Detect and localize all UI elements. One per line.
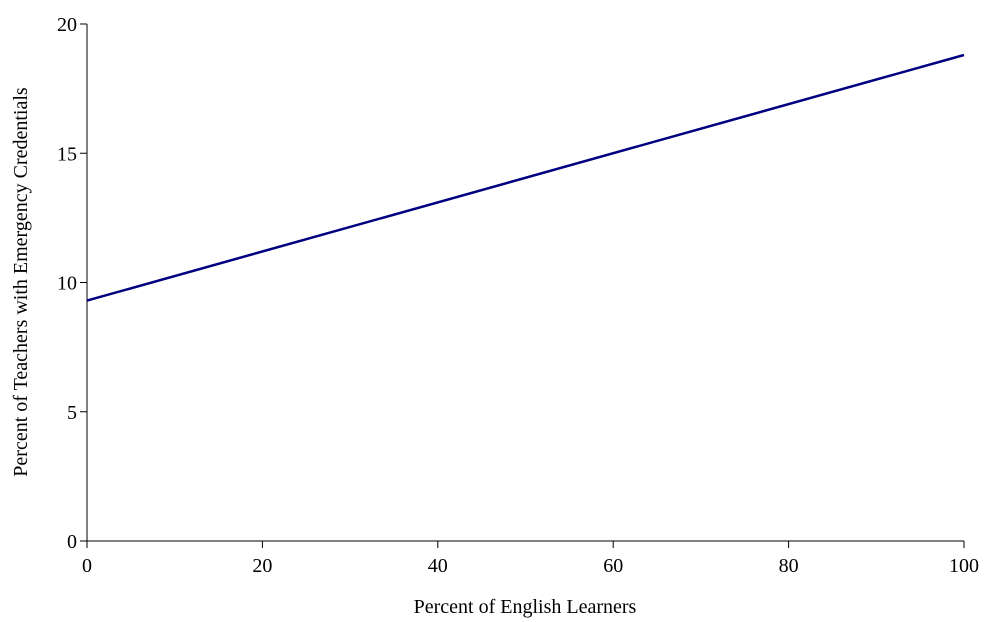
series-layer [86, 53, 965, 302]
y-tick-label: 10 [57, 273, 77, 295]
y-axis-title: Percent of Teachers with Emergency Crede… [10, 87, 32, 477]
x-tick-label: 0 [82, 555, 92, 577]
x-tick-label: 40 [428, 555, 448, 577]
x-tick-label: 80 [779, 555, 799, 577]
y-tick-label: 20 [57, 14, 77, 36]
y-axis-ticks: 0 5 10 15 20 [57, 14, 87, 553]
y-tick-label: 5 [67, 402, 77, 424]
x-tick-label: 20 [252, 555, 272, 577]
y-tick-label: 15 [57, 143, 77, 165]
series-line-0 [86, 53, 965, 302]
x-axis-ticks: 0 20 40 60 80 100 [82, 541, 979, 577]
y-tick-label: 0 [67, 531, 77, 553]
x-axis-title: Percent of English Learners [414, 596, 637, 618]
x-tick-label: 60 [603, 555, 623, 577]
x-tick-label: 100 [949, 555, 979, 577]
